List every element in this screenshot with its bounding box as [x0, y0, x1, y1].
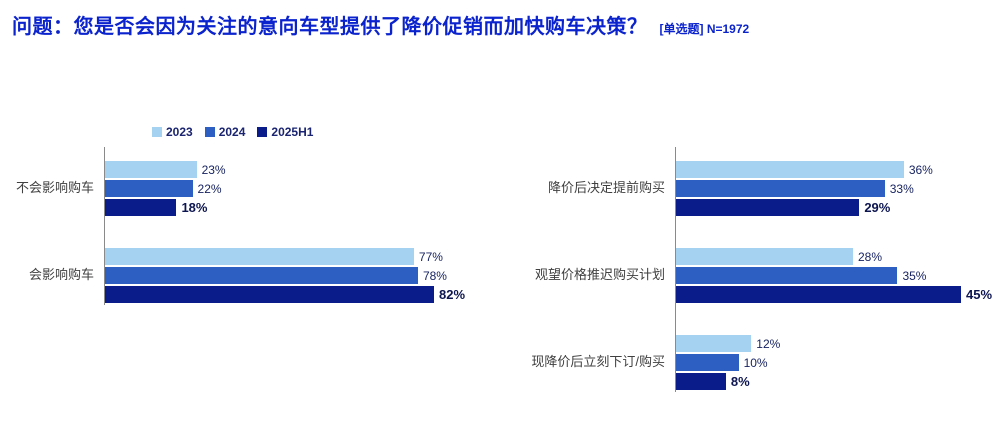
charts-area: 2023 2024 2025H1 不会影响购车 23% 22% 18% 会影响购车 77% 78…	[0, 125, 1000, 392]
bar-group: 28% 35% 45%	[675, 248, 1000, 303]
page-title: 问题：您是否会因为关注的意向车型提供了降价促销而加快购车决策？	[12, 16, 648, 38]
bar-line: 18%	[104, 199, 479, 216]
bar-2025H1	[675, 373, 726, 390]
bar-line: 29%	[675, 199, 1000, 216]
legend-label: 2023	[166, 125, 193, 139]
value-label: 77%	[418, 249, 443, 264]
bar-group: 36% 33% 29%	[675, 161, 1000, 216]
bar-line: 33%	[675, 180, 1000, 197]
value-label: 18%	[181, 200, 208, 215]
legend-label: 2025H1	[271, 125, 314, 139]
value-label: 8%	[730, 374, 750, 389]
value-label: 78%	[422, 268, 447, 283]
right-chart: 降价后决定提前购买 36% 33% 29% 观望价格推迟购买计划 28% 35% 45% 现降价…	[525, 125, 1000, 392]
value-label: 28%	[857, 249, 882, 264]
bar-line: 10%	[675, 354, 1000, 371]
value-label: 29%	[864, 200, 891, 215]
right-chart-axis	[675, 147, 677, 392]
chart-row: 会影响购车 77% 78% 82%	[12, 248, 479, 303]
bar-2025H1	[675, 199, 860, 216]
bar-2025H1	[104, 286, 435, 303]
chart-row: 不会影响购车 23% 22% 18%	[12, 161, 479, 216]
bar-line: 23%	[104, 161, 479, 178]
value-label: 10%	[743, 355, 768, 370]
bar-group: 23% 22% 18%	[104, 161, 479, 216]
bar-line: 35%	[675, 267, 1000, 284]
value-label: 36%	[908, 162, 933, 177]
value-label: 23%	[201, 162, 226, 177]
value-label: 22%	[197, 181, 222, 196]
left-chart-plot: 不会影响购车 23% 22% 18% 会影响购车 77% 78% 82%	[12, 147, 479, 305]
bar-2023	[675, 248, 853, 265]
bar-line: 8%	[675, 373, 1000, 390]
value-label: 35%	[902, 268, 927, 283]
bar-2024	[104, 267, 418, 284]
legend-swatch	[204, 127, 215, 137]
bar-2024	[675, 267, 898, 284]
bar-2023	[104, 161, 197, 178]
bar-line: 22%	[104, 180, 479, 197]
bar-line: 28%	[675, 248, 1000, 265]
sample-size-note: [单选题] N=1972	[659, 22, 750, 36]
bar-line: 78%	[104, 267, 479, 284]
category-label: 不会影响购车	[15, 180, 94, 196]
value-label: 82%	[439, 287, 466, 302]
bar-2024	[104, 180, 193, 197]
value-label: 45%	[966, 287, 993, 302]
category-label: 观望价格推迟购买计划	[535, 267, 666, 283]
legend-label: 2024	[218, 125, 246, 139]
bar-2023	[675, 161, 904, 178]
legend: 2023 2024 2025H1	[152, 125, 479, 139]
bar-line: 36%	[675, 161, 1000, 178]
bar-2024	[675, 354, 739, 371]
legend-spacer	[525, 125, 1000, 161]
chart-row: 降价后决定提前购买 36% 33% 29%	[525, 161, 1000, 216]
legend-swatch	[257, 127, 268, 137]
category-label: 降价后决定提前购买	[548, 180, 666, 196]
chart-row: 现降价后立刻下订/购买 12% 10% 8%	[525, 335, 1000, 390]
bar-2025H1	[675, 286, 961, 303]
bar-2025H1	[104, 199, 177, 216]
chart-row: 观望价格推迟购买计划 28% 35% 45%	[525, 248, 1000, 303]
bar-line: 45%	[675, 286, 1000, 303]
page-header: 问题：您是否会因为关注的意向车型提供了降价促销而加快购车决策？ [单选题] N=…	[0, 0, 1000, 39]
right-chart-plot: 降价后决定提前购买 36% 33% 29% 观望价格推迟购买计划 28% 35% 45% 现降价…	[525, 147, 1000, 392]
legend-item-2025H1: 2025H1	[257, 125, 313, 139]
left-chart-axis	[104, 147, 105, 305]
legend-item-2023: 2023	[152, 125, 193, 139]
left-chart: 2023 2024 2025H1 不会影响购车 23% 22% 18% 会影响购车 77% 78…	[12, 125, 479, 390]
category-label: 现降价后立刻下订/购买	[531, 354, 666, 370]
bar-line: 12%	[675, 335, 1000, 352]
category-label: 会影响购车	[28, 267, 94, 283]
bar-line: 82%	[104, 286, 479, 303]
bar-line: 77%	[104, 248, 479, 265]
value-label: 33%	[889, 181, 914, 196]
bar-2024	[675, 180, 885, 197]
value-label: 12%	[756, 336, 781, 351]
bar-2023	[104, 248, 414, 265]
legend-item-2024: 2024	[204, 125, 246, 139]
legend-swatch	[152, 127, 162, 137]
bar-group: 12% 10% 8%	[675, 335, 1000, 390]
bar-2023	[675, 335, 752, 352]
bar-group: 77% 78% 82%	[104, 248, 479, 303]
